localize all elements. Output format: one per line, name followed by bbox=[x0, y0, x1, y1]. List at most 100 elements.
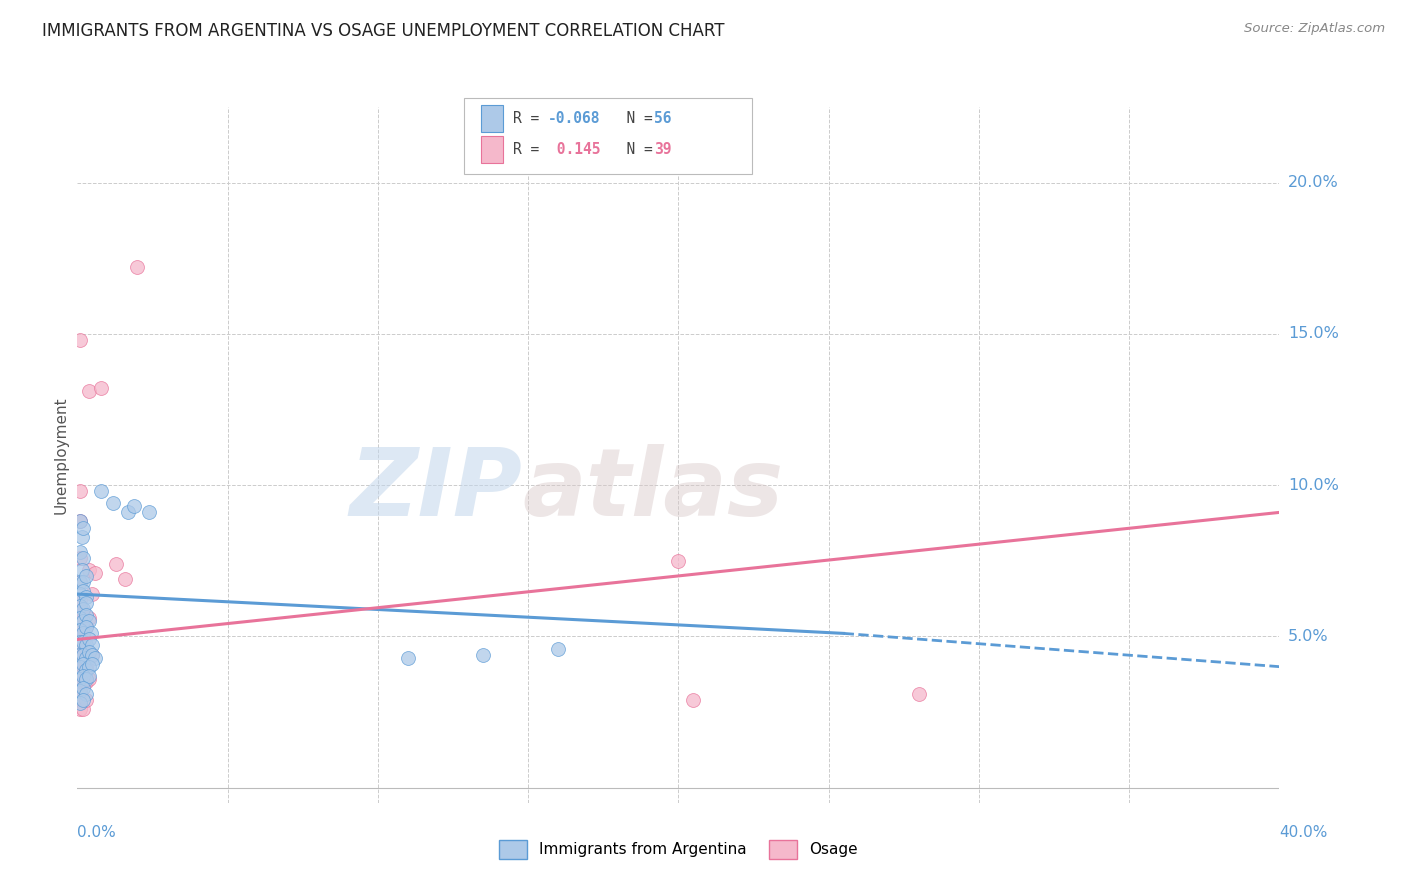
Point bbox=[69, 515, 91, 529]
Point bbox=[69, 545, 91, 559]
Point bbox=[75, 674, 97, 689]
Point bbox=[69, 672, 91, 686]
Point bbox=[72, 657, 94, 671]
Point bbox=[72, 635, 94, 649]
Point bbox=[105, 557, 128, 571]
Point bbox=[117, 505, 139, 519]
Text: 0.0%: 0.0% bbox=[77, 825, 117, 839]
Point bbox=[79, 659, 101, 673]
Point bbox=[69, 608, 91, 623]
Point bbox=[75, 620, 97, 634]
Point bbox=[79, 650, 101, 665]
Point bbox=[75, 569, 97, 583]
Text: N =: N = bbox=[609, 143, 661, 157]
Point bbox=[72, 648, 94, 662]
Point bbox=[80, 626, 103, 640]
Point bbox=[72, 520, 94, 534]
Point bbox=[72, 659, 94, 673]
Text: 5.0%: 5.0% bbox=[1288, 629, 1329, 644]
Point bbox=[682, 693, 704, 707]
Point bbox=[82, 587, 104, 601]
Point bbox=[69, 624, 91, 638]
Text: -0.068: -0.068 bbox=[548, 112, 600, 126]
Text: N =: N = bbox=[609, 112, 661, 126]
Point bbox=[69, 484, 91, 499]
Point bbox=[75, 659, 97, 673]
Point bbox=[72, 550, 94, 565]
Point bbox=[69, 696, 91, 710]
Point bbox=[69, 672, 91, 686]
Point bbox=[114, 572, 136, 586]
Point bbox=[82, 657, 104, 671]
Point bbox=[72, 674, 94, 689]
Point bbox=[75, 663, 97, 677]
Point bbox=[79, 672, 101, 686]
Point bbox=[69, 635, 91, 649]
Text: 10.0%: 10.0% bbox=[1288, 478, 1339, 492]
Point bbox=[79, 644, 101, 658]
Point bbox=[70, 563, 93, 577]
Point bbox=[72, 626, 94, 640]
Point bbox=[90, 484, 112, 499]
Point bbox=[79, 611, 101, 625]
Point bbox=[72, 615, 94, 629]
Point bbox=[75, 620, 97, 634]
Point bbox=[79, 669, 101, 683]
Point bbox=[82, 639, 104, 653]
Point bbox=[69, 702, 91, 716]
Text: IMMIGRANTS FROM ARGENTINA VS OSAGE UNEMPLOYMENT CORRELATION CHART: IMMIGRANTS FROM ARGENTINA VS OSAGE UNEMP… bbox=[42, 22, 724, 40]
Point bbox=[75, 641, 97, 656]
Point bbox=[69, 624, 91, 638]
Text: R =: R = bbox=[513, 112, 548, 126]
Point bbox=[124, 500, 146, 514]
Point bbox=[69, 687, 91, 701]
Point bbox=[75, 596, 97, 610]
Point bbox=[72, 702, 94, 716]
Text: ZIP: ZIP bbox=[349, 443, 522, 536]
Point bbox=[72, 648, 94, 662]
Point bbox=[69, 648, 91, 662]
Text: 20.0%: 20.0% bbox=[1288, 175, 1339, 190]
Text: atlas: atlas bbox=[522, 443, 783, 536]
Point bbox=[75, 590, 97, 604]
Point bbox=[82, 648, 104, 662]
Point bbox=[69, 574, 91, 589]
Y-axis label: Unemployment: Unemployment bbox=[53, 396, 69, 514]
Text: Source: ZipAtlas.com: Source: ZipAtlas.com bbox=[1244, 22, 1385, 36]
Point bbox=[72, 629, 94, 643]
Point bbox=[69, 611, 91, 625]
Point bbox=[69, 550, 91, 565]
Point bbox=[82, 648, 104, 662]
Point bbox=[547, 641, 569, 656]
Point bbox=[69, 657, 91, 671]
Point bbox=[69, 587, 91, 601]
Point bbox=[103, 496, 125, 510]
Text: 0.145: 0.145 bbox=[548, 143, 600, 157]
Point bbox=[69, 333, 91, 347]
Point bbox=[472, 648, 495, 662]
Point bbox=[75, 687, 97, 701]
Point bbox=[75, 608, 97, 623]
Point bbox=[72, 574, 94, 589]
Text: 56: 56 bbox=[654, 112, 671, 126]
Point bbox=[69, 593, 91, 607]
Text: R =: R = bbox=[513, 143, 548, 157]
Point bbox=[75, 639, 97, 653]
Point bbox=[69, 659, 91, 673]
Point bbox=[72, 605, 94, 619]
Text: 15.0%: 15.0% bbox=[1288, 326, 1339, 342]
Point bbox=[72, 669, 94, 683]
Point bbox=[908, 687, 931, 701]
Point bbox=[69, 641, 91, 656]
Point bbox=[127, 260, 149, 275]
Point bbox=[79, 563, 101, 577]
Point bbox=[69, 574, 91, 589]
Point bbox=[84, 566, 107, 580]
Point bbox=[79, 384, 101, 399]
Point bbox=[90, 381, 112, 395]
Point bbox=[75, 693, 97, 707]
Text: 39: 39 bbox=[654, 143, 671, 157]
Point bbox=[72, 602, 94, 616]
Point bbox=[69, 515, 91, 529]
Point bbox=[72, 693, 94, 707]
